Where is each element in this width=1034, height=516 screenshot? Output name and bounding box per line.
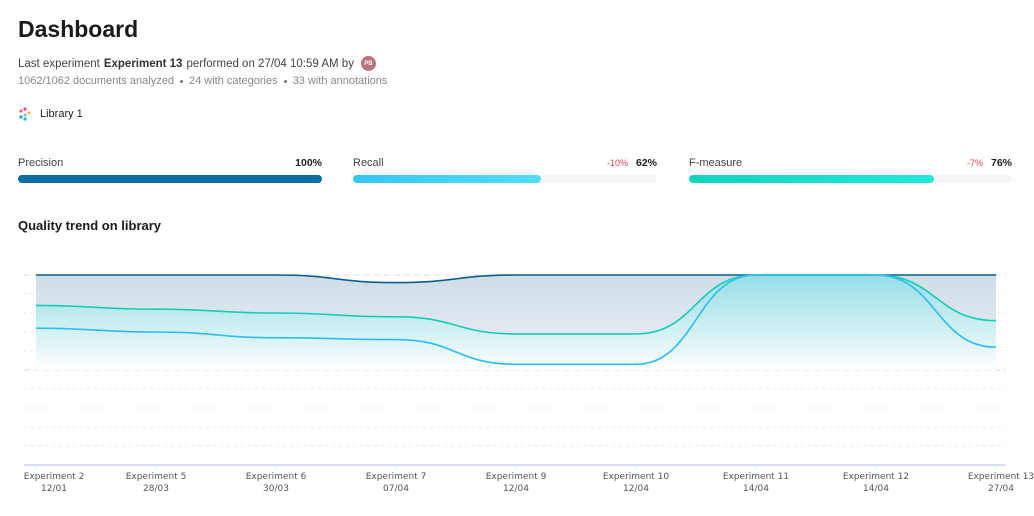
separator-dot (179, 79, 183, 83)
x-tick-date: 12/04 (623, 484, 649, 494)
metric-delta: -7% (966, 158, 983, 168)
metric-value: 100% (295, 157, 322, 169)
stat-documents: 1062/1062 documents analyzed (18, 75, 174, 87)
x-tick-label: Experiment 7 (366, 472, 427, 482)
metric-f-measure: F-measure -7% 76% (689, 157, 1012, 183)
metric-value: 76% (990, 157, 1012, 169)
x-tick-label: Experiment 2 (24, 472, 85, 482)
x-tick-date: 12/04 (503, 484, 529, 494)
x-tick-label: Experiment 10 (603, 472, 670, 482)
x-tick-label: Experiment 12 (843, 472, 909, 482)
metric-progress-fill (689, 175, 935, 183)
metric-value: 62% (635, 157, 657, 169)
chart-title: Quality trend on library (18, 218, 162, 233)
page-title: Dashboard (18, 16, 139, 42)
x-tick-date: 14/04 (863, 484, 889, 494)
x-tick-label: Experiment 5 (126, 472, 187, 482)
performed-text: performed on 27/04 10:59 AM by (186, 57, 354, 70)
x-tick-date: 07/04 (383, 484, 409, 494)
metric-recall: Recall -10% 62% (353, 157, 657, 183)
metric-progress-bar (689, 175, 1012, 183)
experiment-link[interactable]: Experiment 13 (103, 57, 183, 70)
avatar: PB (360, 56, 376, 71)
metric-precision: Precision 100% (18, 157, 322, 183)
recall-line (35, 274, 997, 366)
metric-progress-fill (353, 175, 542, 183)
metric-label: Precision (18, 157, 64, 169)
metric-label: F-measure (689, 157, 743, 169)
x-tick-date: 28/03 (143, 484, 169, 494)
stat-categories: 24 with categories (188, 75, 278, 87)
metric-progress-bar (353, 175, 657, 183)
x-tick-label: Experiment 11 (723, 472, 789, 482)
document-stats: 1062/1062 documents analyzed 24 with cat… (18, 75, 387, 87)
separator-dot (283, 79, 287, 83)
x-tick-date: 27/04 (988, 484, 1014, 494)
last-experiment-label: Last experiment (18, 57, 100, 70)
metric-label: Recall (353, 157, 384, 169)
library-label: Library 1 (40, 108, 83, 120)
last-experiment-info: Last experiment Experiment 13 performed … (18, 56, 376, 71)
x-tick-date: 14/04 (743, 484, 769, 494)
f-measure-area (36, 275, 996, 370)
metric-delta: -10% (606, 158, 628, 168)
metric-progress-bar (18, 175, 322, 183)
x-tick-date: 12/01 (41, 484, 67, 494)
quality-trend-chart: Experiment 2 12/01 Experiment 5 28/03 Experi… (24, 274, 1034, 494)
x-tick-date: 30/03 (263, 484, 289, 494)
x-tick-label: Experiment 6 (246, 472, 307, 482)
metric-progress-fill (18, 175, 322, 183)
stat-annotations: 33 with annotations (292, 75, 388, 87)
x-tick-label: Experiment 13 (968, 472, 1034, 482)
library-selector[interactable]: Library 1 (18, 107, 83, 121)
x-tick-label: Experiment 9 (486, 472, 547, 482)
library-icon (19, 107, 31, 121)
